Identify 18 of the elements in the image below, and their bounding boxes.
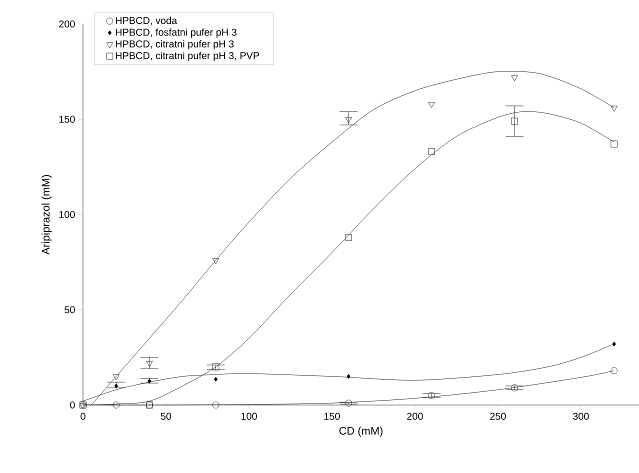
y-tick-label: 0 [70,401,75,409]
legend-label: HPBCD, citratni pufer pH 3, PVP [116,52,260,62]
x-tick-label: 0 [80,412,86,420]
y-tick-label: 100 [59,210,75,218]
x-tick-label: 300 [572,412,589,420]
x-tick-label: 150 [324,412,340,420]
y-tick-label: 150 [59,116,75,123]
x-tick-label: 200 [407,412,423,420]
legend-label: HPBCD, citratni pufer pH 3 [116,40,234,50]
x-tick-label: 250 [490,412,506,420]
y-tick-label: 200 [59,20,75,28]
x-tick-label: 100 [241,412,257,420]
y-tick-label: 50 [64,306,75,314]
x-axis-title: CD (mM) [339,426,383,437]
legend-label: HPBCD, voda [116,16,178,26]
y-axis-title: Aripiprazol (mM) [42,175,52,255]
x-tick-label: 50 [160,412,172,420]
legend-label: HPBCD, fosfatni pufer pH 3 [116,28,236,38]
